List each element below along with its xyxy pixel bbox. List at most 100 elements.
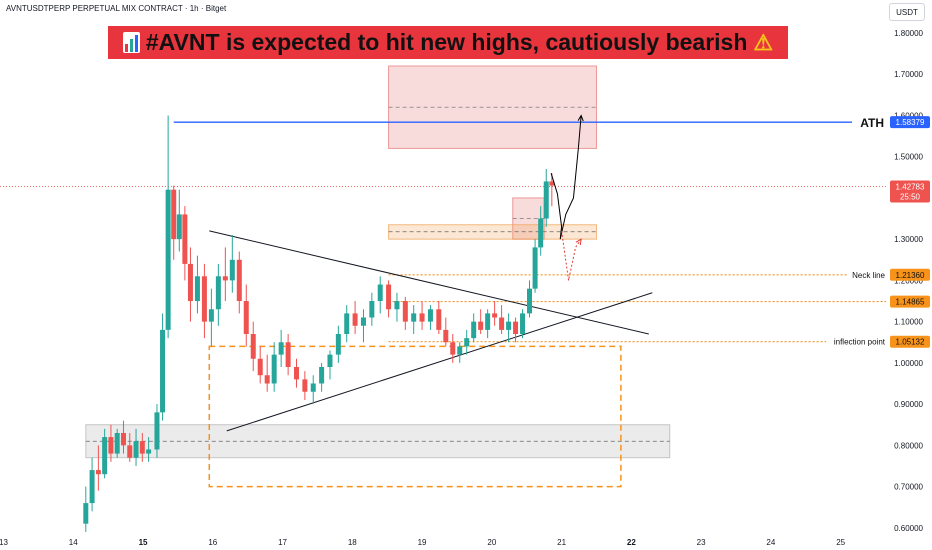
candle [352,301,358,335]
candle [229,235,235,293]
candle-body [154,412,160,450]
level-label: Neck line [852,271,885,280]
candle-body [450,342,456,355]
candle-body [485,313,491,330]
candle [457,342,463,363]
candle [506,313,512,343]
candle-body [527,288,533,314]
candle-body [222,276,228,281]
candle [377,276,383,314]
candle [102,428,108,479]
price-tag [890,268,930,281]
candle [194,255,200,314]
candle-body [394,301,400,310]
candle-body [293,366,299,380]
price-tick-label: 0.80000 [894,441,923,450]
banner-text: #AVNT is expected to hit new highs, caut… [145,29,748,55]
candle [264,354,270,392]
candle-body [411,313,417,322]
chart-overlays: ATH Neck line inflection point [550,114,886,347]
price-tick-label: 1.30000 [894,235,923,244]
candle-body [127,445,133,458]
candle-body [236,259,242,302]
candle-body [335,334,341,355]
candle-body [499,317,505,330]
level-label: ATH [860,116,884,130]
candle [478,309,484,335]
candle-body [427,309,433,322]
candle-body [243,301,249,335]
candle [95,445,101,491]
price-tag-label: 1.42783 [896,182,925,191]
projection-arrowhead [577,114,584,122]
price-tag-label: 1.58379 [896,118,925,127]
price-tick-label: 1.70000 [894,70,923,79]
candle-body [285,342,291,367]
time-tick-label: 16 [208,538,217,547]
candle [176,189,182,252]
candle [549,173,555,207]
candle-body [176,214,182,240]
candle [527,280,533,318]
candle [114,428,120,458]
candle-body [182,214,188,264]
candle [436,301,442,335]
candle [419,301,425,330]
candle-body [506,321,512,330]
candle-body [478,321,484,330]
candle [310,375,316,405]
candle [139,432,145,462]
candle [369,292,375,326]
candle [250,321,256,372]
candle [538,206,544,256]
candle-body [139,441,145,454]
candle [182,206,188,281]
candle [208,288,214,347]
price-tag-label: 1.21360 [896,271,925,280]
candle [543,169,549,227]
candle [133,428,139,466]
time-tick-label: 21 [557,538,566,547]
countdown-label: 25:50 [900,192,921,201]
candle-body [310,383,316,392]
time-tick-label: 13 [0,538,8,547]
candle [243,284,249,347]
candle-body [271,354,277,384]
candle-body [108,437,114,454]
candle-body [513,321,519,335]
candle-body [436,309,442,330]
projection-path [550,115,582,240]
candle [386,280,392,318]
price-tick-label: 0.90000 [894,400,923,409]
candle-body [344,313,350,335]
candle [165,115,171,339]
candle-body [120,432,126,446]
candle-body [443,329,449,343]
candle [108,424,114,462]
candle [411,305,417,335]
candle-body [194,276,200,302]
candle-body [464,338,470,347]
candle [293,358,299,388]
level-label: inflection point [834,338,886,347]
candle-body [419,313,425,322]
candle-body [532,247,538,289]
candle-body [492,313,498,318]
candle-body [114,432,120,454]
time-tick-label: 14 [69,538,78,547]
chart-zones [85,65,671,488]
candle [402,296,408,330]
candle-body [386,284,392,310]
price-tick-label: 1.80000 [894,29,923,38]
candle-body [538,218,544,248]
price-tick-label: 0.60000 [894,524,923,533]
bar-chart-icon [122,32,140,53]
price-tick-label: 1.20000 [894,276,923,285]
candle [83,486,89,532]
time-axis: 13 14 15 16 17 18 19 20 21 22 23 24 25 [0,538,846,547]
candle [520,309,526,339]
price-tick-label: 0.70000 [894,483,923,492]
candle [327,350,333,380]
currency-selector[interactable]: USDT [889,3,925,21]
